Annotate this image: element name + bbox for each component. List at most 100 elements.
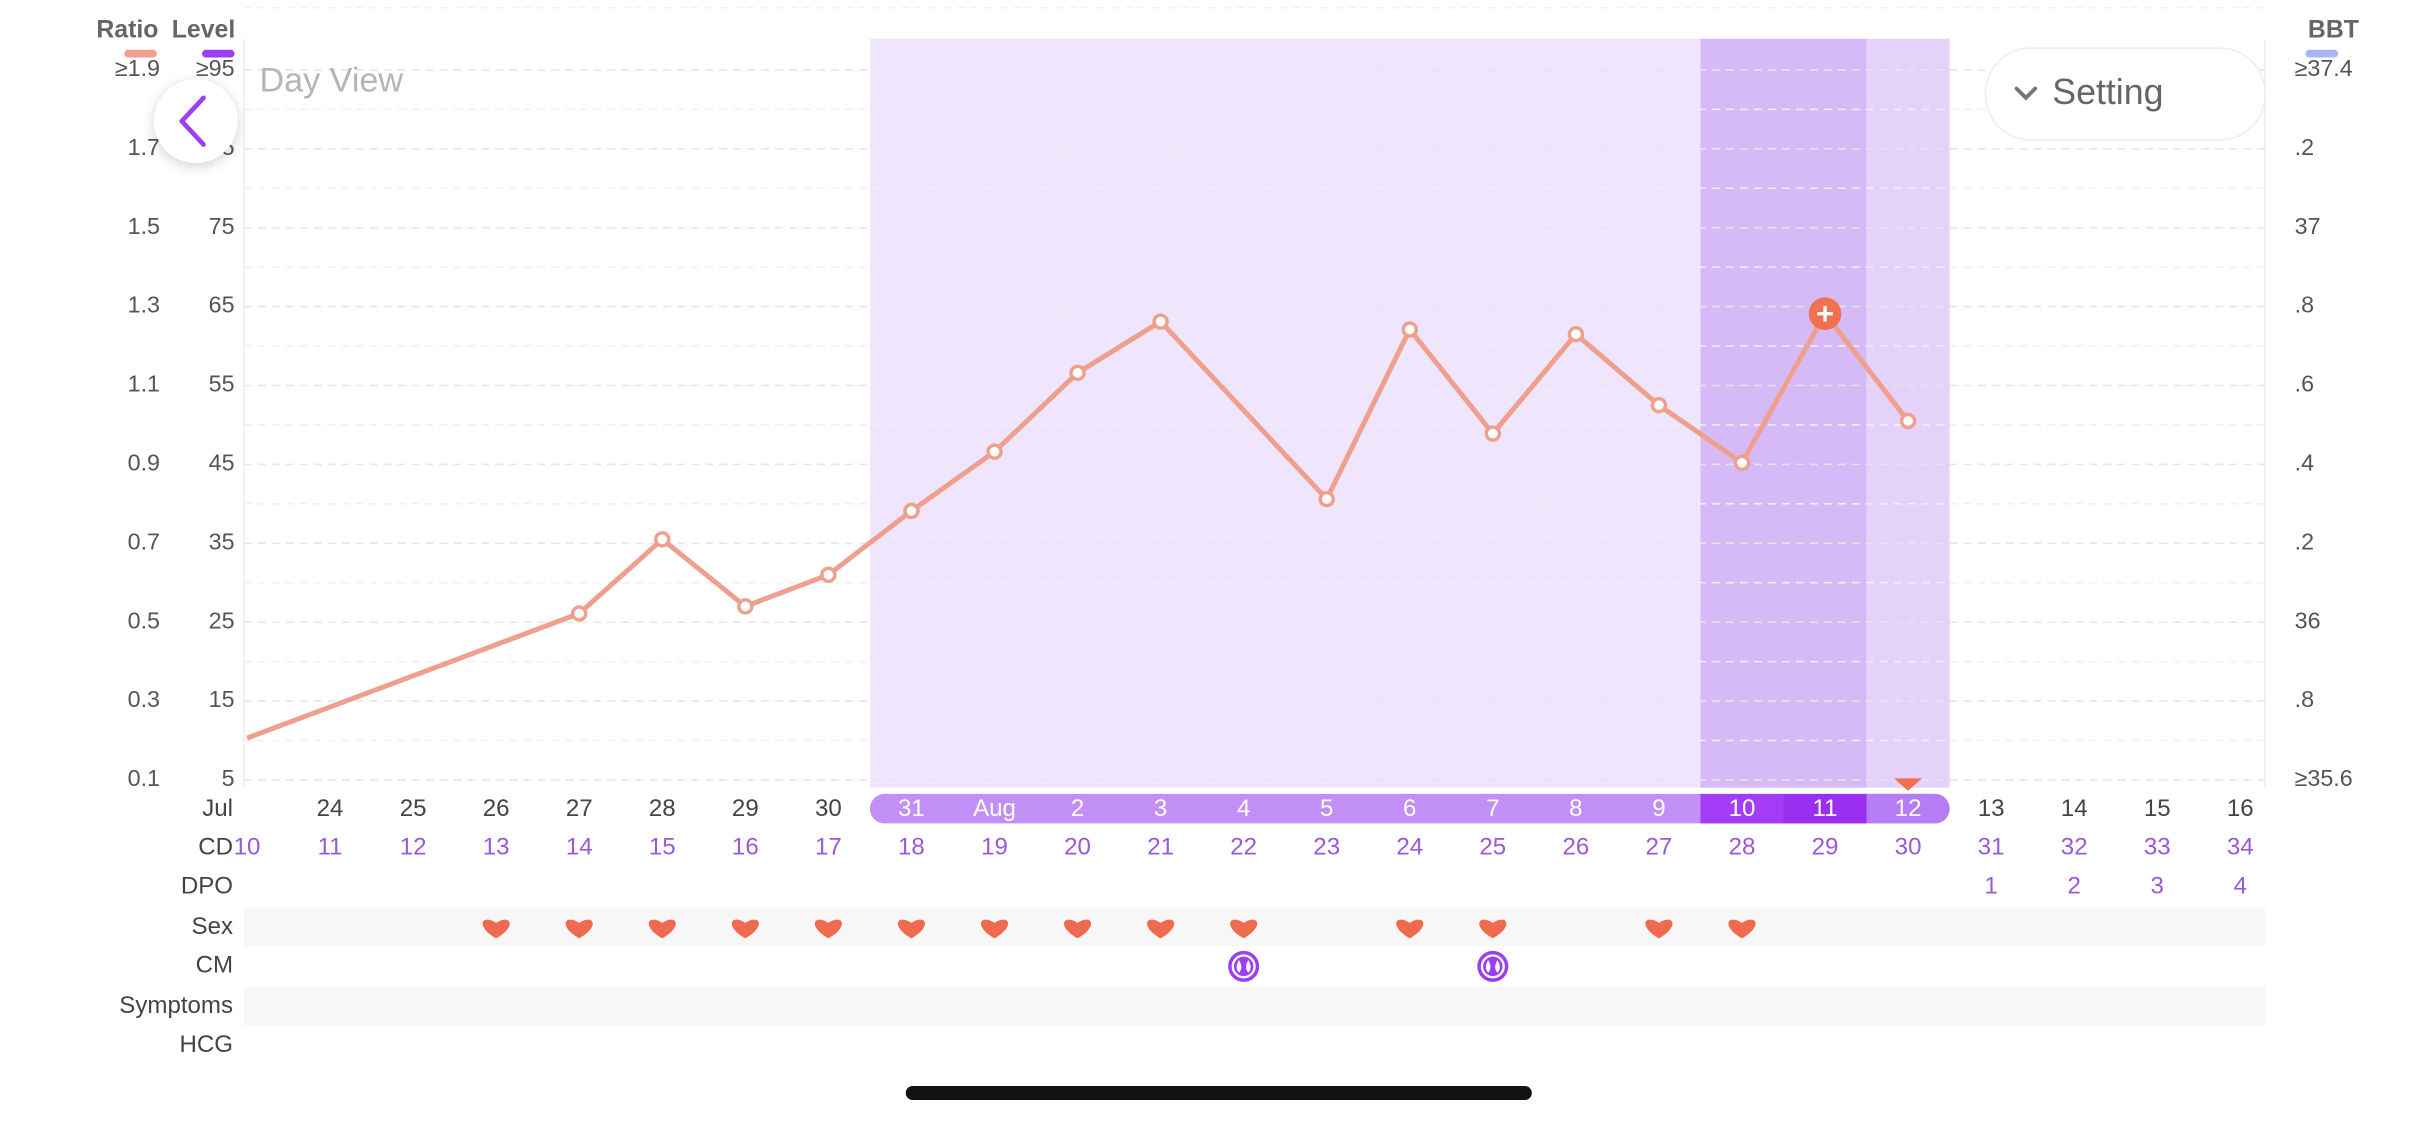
sex-heart (980, 919, 1009, 939)
point (1484, 425, 1502, 442)
point (1318, 490, 1335, 508)
cycle-day: 34 (2227, 834, 2254, 861)
back-button[interactable] (153, 79, 238, 164)
cycle-day: 17 (815, 834, 842, 861)
level-tick-label: 75 (209, 213, 235, 239)
sex-heart (1645, 919, 1673, 939)
cycle-day: 29 (1812, 834, 1839, 861)
ratio-tick-label: 0.1 (128, 765, 160, 791)
bbt-tick-label: 37 (2295, 213, 2321, 239)
view-title: Day View (259, 61, 403, 99)
x-tick-label: 2 (1071, 795, 1084, 822)
cycle-day: 14 (566, 834, 593, 861)
dpo-day: 3 (2151, 872, 2164, 899)
date-pill-peak (1700, 793, 1784, 824)
row-label: CM (196, 952, 233, 979)
cm-icon-drop (1485, 960, 1500, 973)
cycle-day: 33 (2144, 834, 2171, 861)
x-tick-label: 11 (1813, 795, 1838, 822)
level-tick-label: 15 (209, 686, 235, 712)
x-tick-label: 29 (732, 795, 759, 822)
cycle-day: 18 (898, 834, 925, 861)
sex-heart (1064, 919, 1092, 939)
ratio-tick-label: 1.1 (128, 371, 160, 397)
x-tick-label: 3 (1154, 795, 1167, 822)
cycle-day: 13 (483, 834, 510, 861)
sex-heart (897, 919, 926, 939)
bbt-tick-label: ≥35.6 (2295, 765, 2353, 791)
cycle-day: 19 (981, 834, 1008, 861)
point (737, 598, 754, 615)
ratio-tick-label: 0.3 (128, 686, 160, 712)
bbt-tick-label: .2 (2295, 528, 2314, 554)
ratio-tick-label: 1.3 (128, 292, 160, 318)
sex-heart (1147, 919, 1175, 939)
cm-icon-inner (1231, 954, 1256, 979)
date-pill (869, 793, 1950, 824)
point (1567, 325, 1585, 343)
level-title: Level (172, 17, 236, 44)
x-tick-label: 16 (2227, 795, 2254, 822)
point (654, 531, 671, 548)
bbt-title: BBT (2308, 17, 2359, 44)
row-label: DPO (181, 872, 233, 899)
point (1069, 364, 1086, 382)
row-label: Sex (192, 913, 233, 940)
cycle-day: 23 (1313, 834, 1340, 861)
today-marker (1894, 778, 1923, 791)
x-tick-label: 24 (317, 795, 344, 822)
level-swatch (201, 49, 235, 58)
sex-heart (648, 919, 676, 939)
x-tick-label: 10 (1729, 795, 1756, 822)
level-tick-label: 5 (222, 765, 235, 791)
cycle-day: 26 (1562, 834, 1589, 861)
ratio-title: Ratio (96, 17, 158, 44)
cycle-day: 22 (1230, 834, 1257, 861)
cycle-day: 21 (1147, 834, 1174, 861)
setting-label: Setting (2052, 72, 2163, 112)
home-indicator (905, 1086, 1532, 1100)
dpo-day: 1 (1984, 872, 1997, 899)
x-tick-label: 31 (898, 795, 925, 822)
background-layer (243, 6, 2266, 1026)
setting-button[interactable] (1984, 47, 2266, 141)
cycle-day: 30 (1895, 834, 1922, 861)
level-tick-label: 35 (209, 528, 235, 554)
x-tick-label: 13 (1978, 795, 2005, 822)
sex-heart (731, 919, 759, 939)
cycle-day: 24 (1396, 834, 1423, 861)
level-tick-label: 45 (209, 450, 235, 476)
cycle-day: 32 (2061, 834, 2088, 861)
point (903, 502, 920, 520)
bbt-tick-label: ≥37.4 (2295, 55, 2353, 81)
x-tick-label: 9 (1652, 795, 1665, 822)
chart-layer: 51525354555657585≥950.10.30.50.70.91.11.… (96, 17, 2359, 1058)
date-pill-peak (1783, 793, 1867, 824)
cycle-day: 10 (234, 834, 261, 861)
cm-icon-drop (1236, 960, 1251, 973)
point (1401, 321, 1419, 338)
x-tick-label: 26 (483, 795, 510, 822)
point (820, 566, 837, 584)
sex-heart (814, 919, 842, 939)
x-tick-label: Aug (973, 795, 1016, 822)
peak-window (1700, 38, 1867, 788)
bbt-tick-label: .4 (2295, 450, 2314, 476)
point (1650, 396, 1668, 414)
sex-heart (1479, 919, 1507, 939)
x-tick-label: 7 (1486, 795, 1499, 822)
point (570, 605, 588, 622)
ratio-tick-label: 1.7 (128, 134, 160, 160)
ratio-tick-label: 0.9 (128, 450, 160, 476)
x-tick-label: 15 (2144, 795, 2171, 822)
sex-heart (565, 919, 593, 939)
x-tick-label: 6 (1403, 795, 1416, 822)
level-tick-label: ≥95 (196, 55, 235, 81)
x-tick-label: 30 (815, 795, 842, 822)
ratio-swatch (124, 49, 157, 58)
ui-layer: Day View Setting (153, 47, 2266, 1100)
x-tick-label: 27 (566, 795, 593, 822)
bbt-tick-label: .6 (2295, 371, 2314, 397)
cycle-day: 15 (649, 834, 676, 861)
